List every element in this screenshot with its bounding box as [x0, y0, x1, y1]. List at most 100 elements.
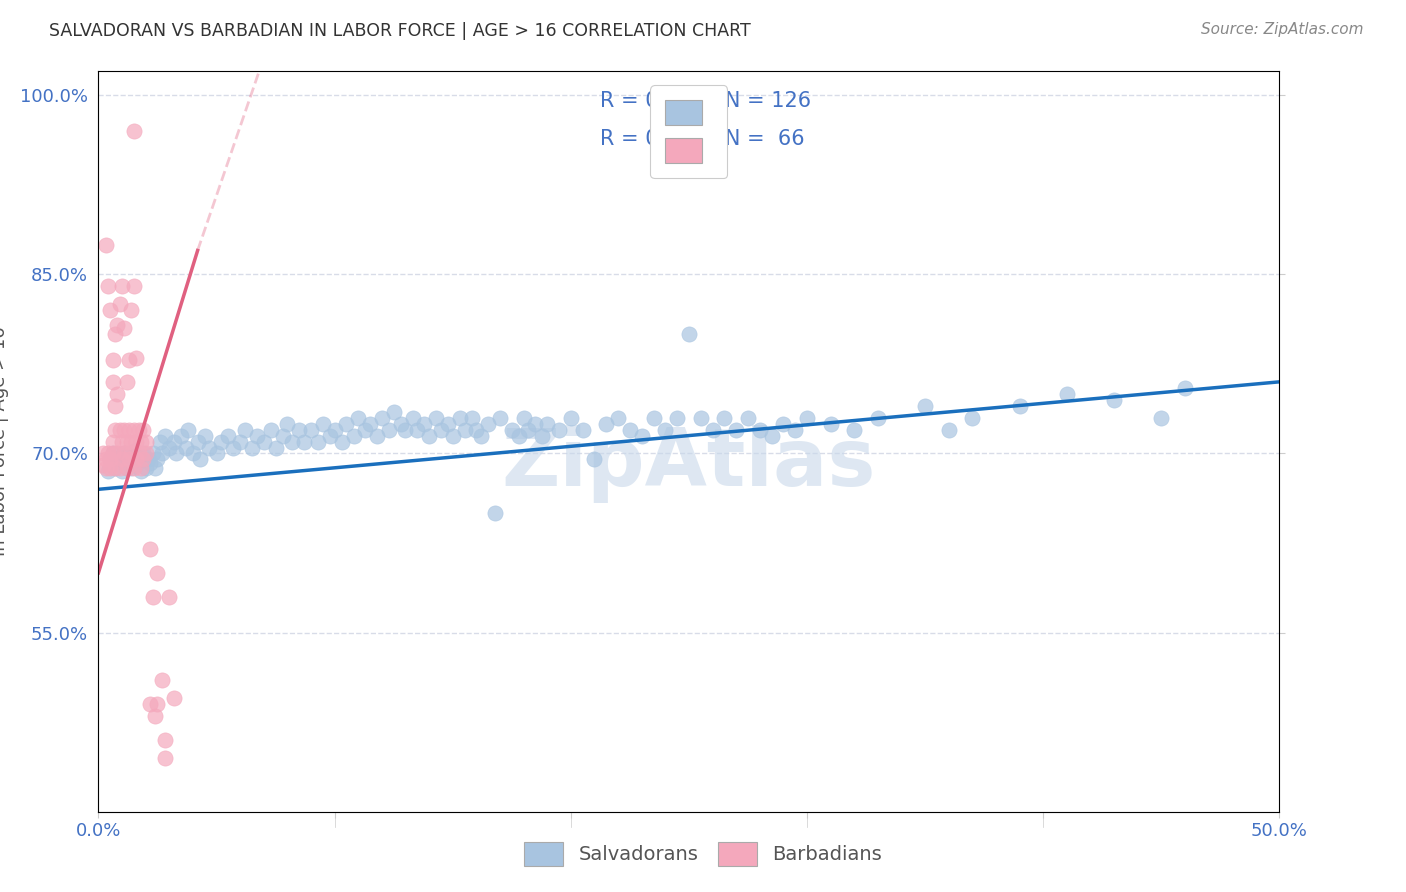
Point	[146, 566, 169, 580]
Point	[524, 417, 547, 431]
Point	[108, 423, 131, 437]
Point	[264, 441, 287, 455]
Point	[276, 417, 298, 431]
Point	[146, 698, 169, 712]
Point	[105, 456, 128, 470]
Point	[666, 410, 689, 425]
Point	[115, 460, 138, 475]
Point	[205, 446, 228, 460]
Point	[678, 327, 700, 342]
Point	[366, 428, 388, 442]
Point	[453, 423, 475, 437]
Point	[101, 375, 124, 389]
Point	[820, 417, 842, 431]
Point	[571, 423, 593, 437]
Legend: , : ,	[651, 86, 727, 178]
Point	[108, 460, 131, 475]
Point	[122, 124, 145, 138]
Point	[260, 423, 283, 437]
Point	[1150, 410, 1173, 425]
Point	[489, 410, 512, 425]
Point	[104, 327, 127, 342]
Point	[129, 434, 152, 449]
Point	[112, 446, 135, 460]
Point	[240, 441, 263, 455]
Point	[1056, 386, 1078, 401]
Point	[111, 279, 134, 293]
Point	[330, 434, 353, 449]
Point	[118, 423, 141, 437]
Point	[122, 460, 145, 475]
Point	[748, 423, 770, 437]
Point	[188, 452, 211, 467]
Point	[139, 456, 162, 470]
Point	[222, 441, 245, 455]
Point	[335, 417, 357, 431]
Point	[406, 423, 429, 437]
Point	[165, 446, 187, 460]
Point	[217, 428, 239, 442]
Point	[702, 423, 724, 437]
Point	[125, 452, 148, 467]
Point	[125, 458, 148, 473]
Point	[157, 590, 180, 604]
Point	[271, 428, 294, 442]
Point	[299, 423, 322, 437]
Point	[163, 691, 186, 706]
Point	[128, 449, 150, 463]
Point	[97, 464, 120, 478]
Point	[111, 452, 134, 467]
Point	[122, 423, 145, 437]
Point	[105, 386, 128, 401]
Point	[484, 506, 506, 520]
Point	[785, 423, 807, 437]
Point	[560, 410, 582, 425]
Point	[101, 434, 124, 449]
Point	[323, 423, 346, 437]
Point	[281, 434, 304, 449]
Point	[143, 709, 166, 723]
Point	[101, 353, 124, 368]
Point	[430, 423, 453, 437]
Point	[153, 428, 176, 442]
Point	[607, 410, 630, 425]
Point	[689, 410, 711, 425]
Point	[142, 590, 165, 604]
Point	[170, 428, 193, 442]
Point	[105, 318, 128, 332]
Text: R = 0.467   N = 126: R = 0.467 N = 126	[600, 91, 811, 111]
Point	[630, 428, 652, 442]
Point	[517, 423, 540, 437]
Point	[128, 446, 150, 460]
Point	[121, 303, 143, 318]
Point	[866, 410, 889, 425]
Point	[129, 460, 152, 475]
Point	[233, 423, 256, 437]
Point	[143, 460, 166, 475]
Point	[104, 460, 127, 475]
Point	[449, 410, 471, 425]
Point	[246, 428, 269, 442]
Point	[619, 423, 641, 437]
Point	[136, 452, 159, 467]
Point	[104, 399, 127, 413]
Point	[470, 428, 492, 442]
Point	[163, 434, 186, 449]
Point	[111, 455, 134, 469]
Point	[382, 405, 405, 419]
Point	[150, 673, 173, 688]
Point	[1102, 392, 1125, 407]
Point	[132, 423, 155, 437]
Point	[98, 452, 121, 467]
Point	[437, 417, 460, 431]
Point	[1174, 381, 1197, 395]
Point	[292, 434, 315, 449]
Point	[98, 452, 121, 467]
Point	[122, 444, 145, 458]
Point	[198, 441, 221, 455]
Point	[938, 423, 960, 437]
Point	[121, 434, 143, 449]
Point	[595, 417, 617, 431]
Point	[501, 423, 523, 437]
Point	[1008, 399, 1031, 413]
